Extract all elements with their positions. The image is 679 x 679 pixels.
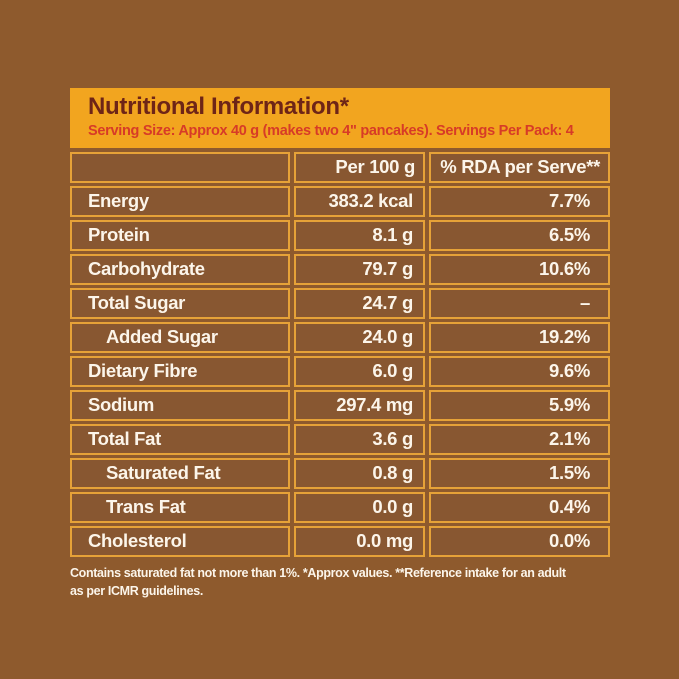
- rda-value: 7.7%: [429, 186, 610, 217]
- table-row-cholesterol: Cholesterol 0.0 mg 0.0%: [70, 526, 610, 557]
- table-row-energy: Energy 383.2 kcal 7.7%: [70, 186, 610, 217]
- nutrient-name: Dietary Fibre: [70, 356, 290, 387]
- serving-size-text: Serving Size: Approx 40 g (makes two 4" …: [88, 123, 574, 139]
- rda-value: 6.5%: [429, 220, 610, 251]
- per-100g-value: 8.1 g: [294, 220, 425, 251]
- nutrient-name: Saturated Fat: [70, 458, 290, 489]
- table-header-row: Per 100 g % RDA per Serve**: [70, 152, 610, 183]
- table-row-added-sugar: Added Sugar 24.0 g 19.2%: [70, 322, 610, 353]
- page-title: Nutritional Information*: [88, 93, 349, 120]
- table-row-saturated-fat: Saturated Fat 0.8 g 1.5%: [70, 458, 610, 489]
- rda-value: –: [429, 288, 610, 319]
- rda-value: 1.5%: [429, 458, 610, 489]
- nutrient-name: Total Sugar: [70, 288, 290, 319]
- nutrient-name: Total Fat: [70, 424, 290, 455]
- footnote: Contains saturated fat not more than 1%.…: [70, 564, 610, 600]
- nutrient-name: Carbohydrate: [70, 254, 290, 285]
- footnote-line-1: Contains saturated fat not more than 1%.…: [70, 566, 566, 580]
- rda-value: 19.2%: [429, 322, 610, 353]
- column-header-rda: % RDA per Serve**: [429, 152, 610, 183]
- nutrition-label-card: Nutritional Information* Serving Size: A…: [70, 88, 610, 600]
- title-panel: Nutritional Information* Serving Size: A…: [70, 88, 610, 148]
- table-row-total-sugar: Total Sugar 24.7 g –: [70, 288, 610, 319]
- per-100g-value: 0.0 g: [294, 492, 425, 523]
- per-100g-value: 6.0 g: [294, 356, 425, 387]
- rda-value: 9.6%: [429, 356, 610, 387]
- nutrient-name: Trans Fat: [70, 492, 290, 523]
- per-100g-value: 3.6 g: [294, 424, 425, 455]
- footnote-line-2: as per ICMR guidelines.: [70, 584, 203, 599]
- table-row-protein: Protein 8.1 g 6.5%: [70, 220, 610, 251]
- per-100g-value: 79.7 g: [294, 254, 425, 285]
- nutrient-name: Cholesterol: [70, 526, 290, 557]
- per-100g-value: 24.0 g: [294, 322, 425, 353]
- per-100g-value: 297.4 mg: [294, 390, 425, 421]
- nutrient-name: Energy: [70, 186, 290, 217]
- table-row-carbohydrate: Carbohydrate 79.7 g 10.6%: [70, 254, 610, 285]
- nutrient-name: Added Sugar: [70, 322, 290, 353]
- table-row-dietary-fibre: Dietary Fibre 6.0 g 9.6%: [70, 356, 610, 387]
- rda-value: 5.9%: [429, 390, 610, 421]
- nutrition-table: Per 100 g % RDA per Serve** Energy 383.2…: [70, 152, 610, 557]
- per-100g-value: 0.8 g: [294, 458, 425, 489]
- rda-value: 2.1%: [429, 424, 610, 455]
- table-row-total-fat: Total Fat 3.6 g 2.1%: [70, 424, 610, 455]
- rda-value: 10.6%: [429, 254, 610, 285]
- rda-value: 0.4%: [429, 492, 610, 523]
- nutrient-name: Sodium: [70, 390, 290, 421]
- table-row-trans-fat: Trans Fat 0.0 g 0.4%: [70, 492, 610, 523]
- per-100g-value: 383.2 kcal: [294, 186, 425, 217]
- nutrient-name: Protein: [70, 220, 290, 251]
- column-header-nutrient: [70, 152, 290, 183]
- per-100g-value: 0.0 mg: [294, 526, 425, 557]
- table-row-sodium: Sodium 297.4 mg 5.9%: [70, 390, 610, 421]
- column-header-per-100g: Per 100 g: [294, 152, 425, 183]
- per-100g-value: 24.7 g: [294, 288, 425, 319]
- rda-value: 0.0%: [429, 526, 610, 557]
